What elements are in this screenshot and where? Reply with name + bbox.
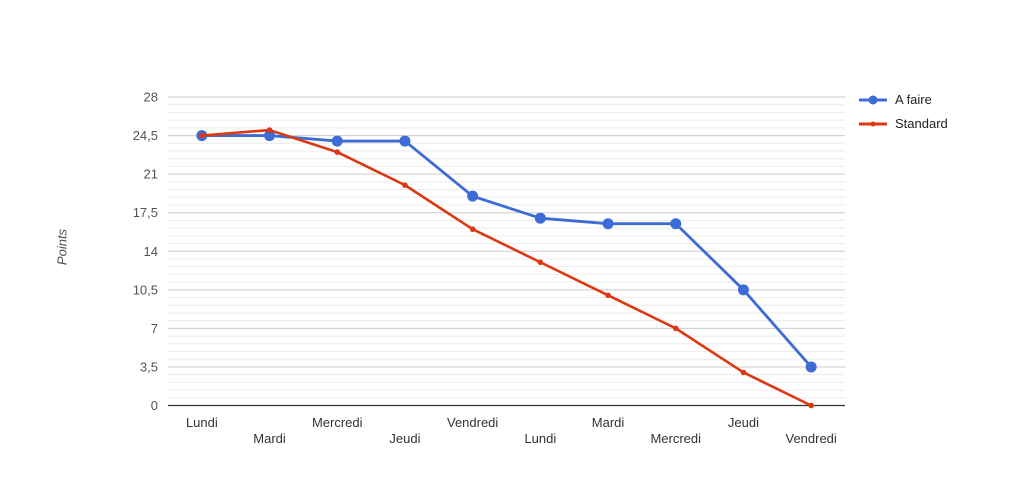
data-point-marker[interactable] — [740, 369, 747, 376]
data-point-marker[interactable] — [469, 226, 476, 233]
legend-label-a-faire: A faire — [895, 92, 932, 107]
legend-item-standard[interactable]: Standard — [858, 116, 948, 131]
x-category-label: Jeudi — [728, 415, 759, 430]
data-point-marker[interactable] — [670, 218, 682, 230]
x-category-label: Mercredi — [312, 415, 363, 430]
data-point-marker[interactable] — [399, 135, 411, 147]
y-tick-label: 21 — [144, 167, 158, 182]
data-point-marker[interactable] — [737, 284, 749, 296]
y-tick-label: 3,5 — [140, 359, 158, 374]
y-tick-label: 7 — [151, 321, 158, 336]
x-category-label: Mercredi — [650, 431, 701, 446]
y-tick-label: 10,5 — [133, 282, 158, 297]
data-point-marker[interactable] — [334, 149, 341, 155]
data-point-marker[interactable] — [805, 361, 817, 373]
data-point-marker[interactable] — [672, 325, 679, 332]
data-point-marker[interactable] — [264, 130, 276, 142]
data-point-marker[interactable] — [402, 182, 408, 188]
x-category-label: Vendredi — [785, 431, 836, 446]
x-category-label: Mardi — [253, 431, 286, 446]
x-category-label: Lundi — [524, 431, 556, 446]
legend: A faire Standard — [858, 92, 948, 131]
x-category-label: Vendredi — [447, 415, 498, 430]
y-tick-label: 24,5 — [133, 128, 158, 143]
data-point-marker[interactable] — [467, 190, 479, 202]
legend-marker-standard-icon — [859, 121, 887, 126]
legend-label-standard: Standard — [895, 116, 948, 131]
x-category-label: Mardi — [592, 415, 625, 430]
x-category-label: Lundi — [186, 415, 218, 430]
y-tick-label: 0 — [151, 398, 158, 413]
legend-marker-a-faire-icon — [859, 95, 887, 104]
x-category-label: Jeudi — [389, 431, 420, 446]
data-point-marker[interactable] — [605, 292, 611, 299]
data-point-marker[interactable] — [331, 135, 343, 147]
legend-item-a-faire[interactable]: A faire — [858, 92, 948, 107]
data-point-marker[interactable] — [199, 132, 205, 139]
y-tick-label: 14 — [144, 244, 158, 259]
series-line-a-faire[interactable] — [200, 134, 813, 369]
y-tick-label: 17,5 — [133, 205, 158, 220]
data-point-marker[interactable] — [537, 259, 544, 266]
series-line-standard[interactable] — [200, 128, 813, 407]
data-point-marker[interactable] — [602, 218, 614, 230]
y-axis-title: Points — [54, 228, 70, 266]
data-point-marker[interactable] — [534, 212, 546, 224]
y-tick-label: 28 — [144, 90, 158, 105]
data-point-marker[interactable] — [266, 127, 273, 133]
data-point-marker[interactable] — [808, 402, 814, 409]
